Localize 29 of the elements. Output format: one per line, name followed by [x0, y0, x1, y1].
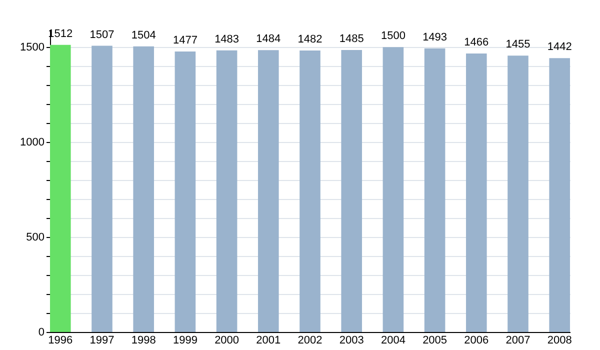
data-label: 1493 [422, 31, 448, 44]
data-label: 1466 [464, 36, 489, 49]
y-tick-label: 1500 [20, 42, 44, 54]
x-tick-label: 2002 [298, 334, 322, 346]
data-label: 1483 [214, 33, 240, 46]
x-tick-label: 2000 [214, 334, 240, 346]
data-label: 1504 [131, 29, 156, 42]
data-label: 1485 [339, 32, 364, 45]
data-label: 1507 [90, 28, 114, 41]
x-tick-label: 2001 [256, 334, 281, 346]
x-tick-label: 2008 [547, 334, 572, 346]
data-label: 1455 [506, 38, 530, 51]
x-tick-label: 2003 [339, 334, 364, 346]
data-label: 1442 [547, 41, 572, 54]
x-tick-label: 2006 [464, 334, 489, 346]
y-tick-label: 500 [26, 232, 44, 244]
x-tick-label: 2004 [380, 334, 406, 346]
data-label: 1477 [172, 34, 198, 46]
x-tick-label: 2007 [506, 334, 530, 346]
x-tick-label: 1997 [90, 334, 114, 346]
x-tick-label: 2005 [422, 334, 448, 346]
data-label: 1482 [298, 34, 322, 46]
x-tick-label: 1999 [172, 334, 198, 346]
x-tick-label: 1996 [48, 334, 73, 346]
data-label: 1484 [256, 33, 281, 46]
data-label: 1500 [380, 30, 406, 42]
y-tick-label: 0 [38, 326, 44, 338]
y-tick-label: 1000 [20, 136, 44, 149]
x-tick-label: 1998 [131, 334, 156, 346]
